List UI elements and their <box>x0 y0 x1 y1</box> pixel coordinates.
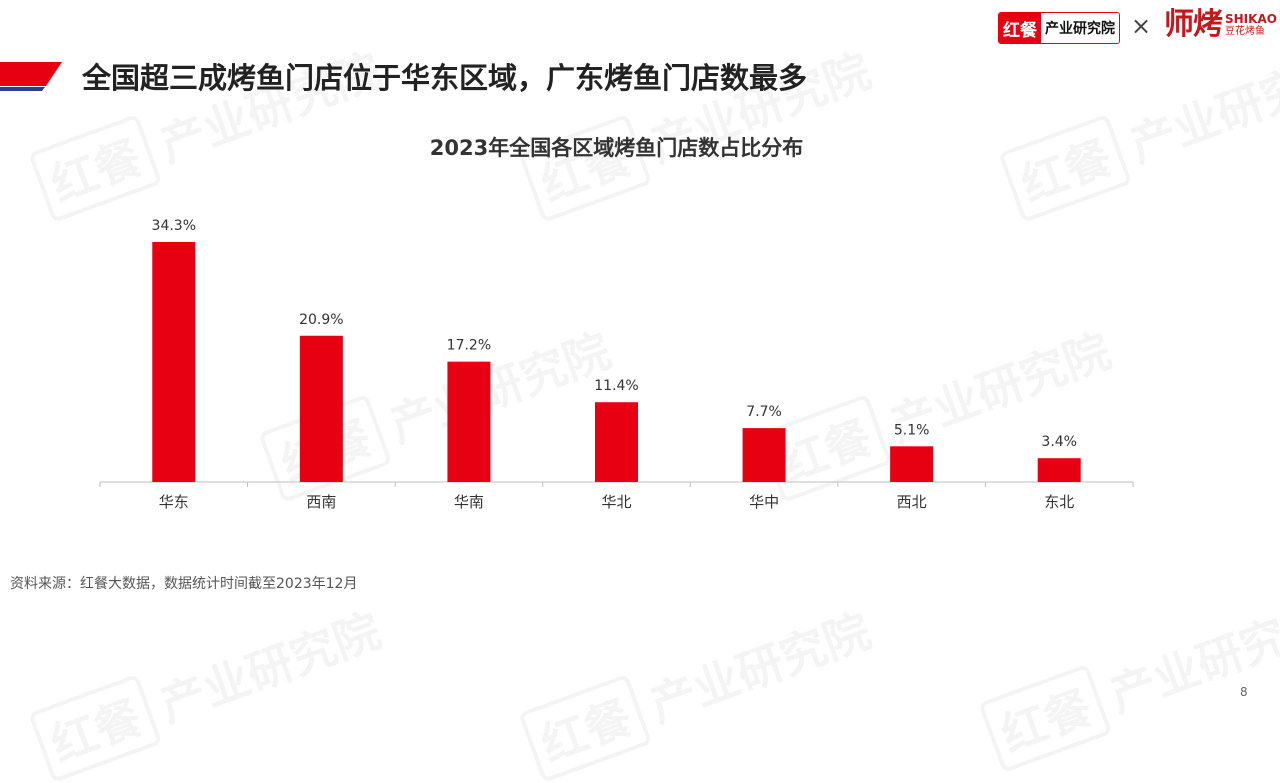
data-label: 17.2% <box>447 338 491 354</box>
chart-title: 2023年全国各区域烤鱼门店数占比分布 <box>429 136 804 160</box>
title-flag-icon <box>0 62 62 91</box>
bar <box>595 402 638 482</box>
data-label: 34.3% <box>152 218 196 234</box>
bar <box>1037 458 1081 482</box>
shikao-logo-sub: 豆花烤鱼 <box>1225 25 1265 37</box>
shikao-logo-cn: 师烤 <box>1164 7 1223 42</box>
bar <box>890 446 934 482</box>
data-label: 11.4% <box>594 378 638 394</box>
bar <box>299 335 343 482</box>
bar <box>742 428 786 482</box>
source-note: 资料来源：红餐大数据，数据统计时间截至2023年12月 <box>10 576 358 592</box>
bar <box>447 361 491 482</box>
data-label: 20.9% <box>299 312 343 328</box>
data-label: 3.4% <box>1041 434 1077 450</box>
hongcan-logo-text: 产业研究院 <box>1041 13 1119 43</box>
shikao-logo: 师烤 SHIKAO 豆花烤鱼 <box>1164 8 1277 42</box>
bar-chart: 34.3% 华东 20.9% 西南 17.2% 华南 11.4% 华北 7.7% 华中 5.1% 西北… <box>99 218 1134 511</box>
page-title: 全国超三成烤鱼门店位于华东区域，广东烤鱼门店数最多 <box>82 61 808 95</box>
data-label: 5.1% <box>894 422 930 438</box>
page-number: 8 <box>1240 685 1248 699</box>
x-tick-label: 西南 <box>306 493 336 511</box>
data-label: 7.7% <box>746 404 782 420</box>
shikao-logo-en: SHIKAO <box>1225 11 1277 26</box>
x-tick-label: 华北 <box>601 493 631 511</box>
hongcan-logo: 红餐 产业研究院 <box>998 12 1120 44</box>
x-tick-label: 华东 <box>159 493 189 511</box>
hongcan-logo-mark: 红餐 <box>999 13 1041 43</box>
x-tick-label: 华中 <box>749 493 779 511</box>
x-tick-label: 西北 <box>897 493 927 511</box>
bar <box>152 242 196 482</box>
x-tick-label: 东北 <box>1044 493 1074 511</box>
cross-icon: × <box>1131 12 1152 40</box>
x-tick-label: 华南 <box>454 493 484 511</box>
